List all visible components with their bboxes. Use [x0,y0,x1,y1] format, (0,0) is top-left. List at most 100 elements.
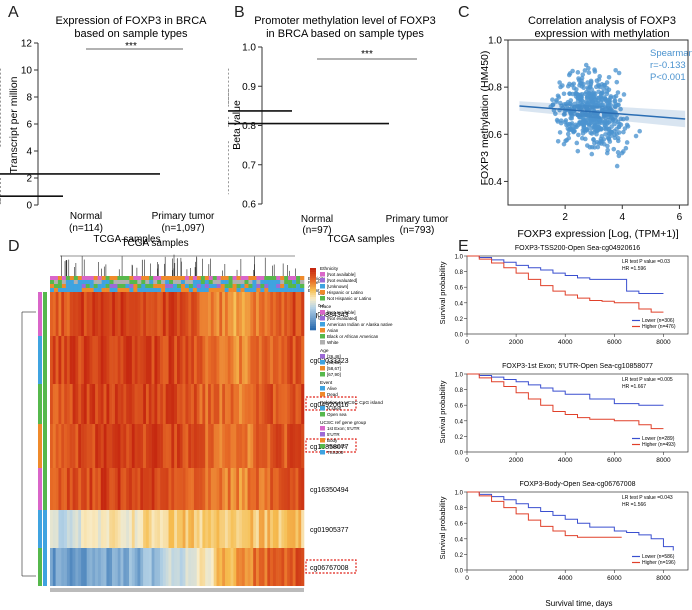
panel-d-track-0-cell-38 [200,276,206,280]
panel-d-cell-4-18 [100,468,104,510]
panel-d-cell-6-49 [188,548,192,586]
panel-d-cell-6-31 [137,548,141,586]
panel-d-cell-1-73 [256,336,260,384]
panel-d-cell-2-82 [281,384,285,424]
panel-d-cell-1-46 [179,336,183,384]
panel-d-cell-5-35 [148,510,152,548]
panel-d-legend-swatch-1-5 [320,340,325,345]
panel-d-cell-3-37 [154,424,158,468]
panel-d-cell-2-45 [177,384,181,424]
panel-d-cell-2-0 [50,384,54,424]
panel-d-heatmap: TCGA samples Ethnicity Race Age Event cg0888… [21,238,393,592]
panel-d-cell-1-84 [287,336,291,384]
panel-d-cell-3-76 [264,424,268,468]
panel-d-track-1-cell-55 [268,280,273,284]
panel-d-cell-3-26 [123,424,127,468]
panel-d-legend-swatch-0-2 [320,284,325,289]
panel-d-cell-0-67 [239,292,243,336]
panel-d-cell-3-60 [219,424,223,468]
panel-d-track-label-0: Ethnicity [308,276,326,281]
panel-d-cell-6-75 [261,548,265,586]
panel-d-legend-swatch-3-1 [320,392,325,397]
panel-d-cell-0-81 [278,292,282,336]
panel-d-track-1-cell-25 [149,280,154,284]
panel-d-track-1-cell-43 [220,280,225,284]
panel-d-legend-group-2: Age [320,348,329,354]
panel-d-cell-2-41 [165,384,169,424]
panel-d-cell-3-10 [78,424,82,468]
panel-c-point-475 [593,97,599,102]
panel-d-track-0-cell-53 [260,276,265,280]
panel-d-cell-4-78 [270,468,274,510]
panel-a-title-2: based on sample types [74,28,188,40]
panel-c-point-191 [594,78,600,83]
panel-b-ytick-label-4: 1.0 [242,43,256,54]
panel-d-legend-swatch-1-0 [320,310,325,315]
panel-d-cell-0-49 [188,292,192,336]
panel-d-cell-2-72 [253,384,257,424]
panel-c-point-419 [574,91,579,97]
panel-c-point-474 [584,103,590,109]
panel-d-track-2-cell-43 [220,284,225,288]
panel-d-track-3-cell-21 [133,288,138,292]
panel-d-cell-6-13 [86,548,90,586]
panel-d-cell-2-59 [216,384,220,424]
panel-d-cell-6-55 [205,548,209,586]
panel-d-track-1-cell-35 [188,280,194,284]
panel-d-cell-2-85 [289,384,294,424]
panel-c-point-282 [622,126,628,131]
panel-d-cell-1-38 [157,336,161,384]
panel-d-cell-1-12 [83,336,87,384]
panel-d-cell-1-33 [143,336,147,384]
panel-d-track-3-cell-19 [125,288,130,292]
panel-c-fit-band [519,101,686,128]
panel-d-track-0-cell-57 [276,276,281,280]
panel-d-legend-group-4: Relation to UCSC CpG island [320,400,383,406]
panel-d-cell-0-66 [236,292,240,336]
panel-d-row-label-2: cg04920616 [310,402,349,409]
panel-d-track-1-cell-58 [280,280,285,284]
panel-e-ytick-label-2-0: 0.0 [455,569,464,575]
panel-d-cell-5-6 [66,510,71,548]
panel-d-track-0-cell-48 [240,276,245,280]
panel-d-track-2-cell-16 [113,284,118,288]
panel-d-cell-5-5 [64,510,68,548]
panel-d-legend-group-5: UCSC ref gene group [320,420,366,426]
panel-d-cell-4-49 [188,468,192,510]
panel-d-cell-5-44 [174,510,178,548]
panel-c-point-87 [589,151,595,157]
panel-e-ytick-label-0-1: 0.2 [455,317,464,323]
panel-d-cell-3-38 [157,424,161,468]
panel-d-cell-1-62 [224,336,229,384]
panel-d-cell-0-32 [140,292,144,336]
panel-d-cell-3-11 [81,424,85,468]
panel-c-point-472 [592,145,597,150]
panel-d-track-0-cell-59 [284,276,289,280]
panel-d-cell-2-9 [75,384,79,424]
panel-d-legend-item-5-3: TSS1500 [327,444,346,449]
panel-d-cell-4-23 [114,468,119,510]
panel-d-colorbar-seg-28 [310,325,316,329]
panel-c-xtick-label-1: 4 [620,212,626,223]
panel-d-track-3-cell-61 [292,288,297,292]
panel-d-colorbar-tick-1: 0.4 [318,303,325,308]
panel-d-cell-4-87 [295,468,299,510]
panel-d-cell-3-81 [278,424,282,468]
panel-d-track-0-cell-16 [113,276,118,280]
panel-d-track-1-cell-32 [177,280,182,284]
panel-d-cell-4-31 [137,468,141,510]
panel-d-track-0-cell-33 [180,276,186,280]
panel-c-ytick-label-0: 0.4 [488,177,502,188]
panel-d-cell-2-7 [69,384,73,424]
panel-d-legend-swatch-0-1 [320,278,325,283]
panel-d-cell-2-13 [86,384,90,424]
panel-d-cell-5-18 [100,510,104,548]
panel-d-colorbar-seg-2 [310,272,316,275]
panel-d-cell-4-47 [182,468,186,510]
panel-d-cell-2-83 [284,384,288,424]
panel-d-cell-5-32 [140,510,144,548]
panel-d-cell-2-4 [61,384,65,424]
panel-d-rowisland-2 [43,384,47,424]
panel-c-ytick-label-1: 0.6 [488,130,502,141]
panel-d-cell-0-74 [258,292,262,336]
